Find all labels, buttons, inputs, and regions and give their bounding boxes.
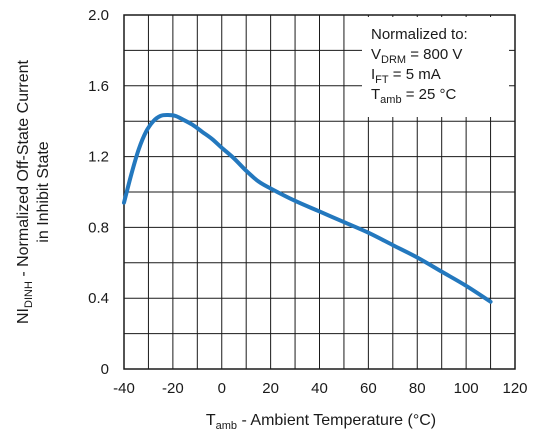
x-tick-label: 120 xyxy=(502,380,527,397)
x-tick-label: 40 xyxy=(311,380,328,397)
y-tick-label: 1.2 xyxy=(88,149,109,166)
y-axis-label-line-1: NIDINH - Normalized Off-State Current xyxy=(15,59,35,324)
x-tick-label: 100 xyxy=(454,380,479,397)
y-tick-label: 1.6 xyxy=(88,78,109,95)
y-tick-label: 0 xyxy=(101,361,109,378)
x-tick-label: 20 xyxy=(262,380,279,397)
annotation-box xyxy=(362,17,509,117)
y-tick-label: 0.4 xyxy=(88,290,109,307)
annotation-line-3: IFT = 5 mA xyxy=(371,66,441,86)
annotation-line-4: Tamb = 25 °C xyxy=(371,86,457,106)
x-axis-label: Tamb - Ambient Temperature (°C) xyxy=(206,412,436,432)
series-lines xyxy=(122,112,493,304)
annotation-line-1: Normalized to: xyxy=(371,26,468,43)
x-tick-labels: -40 -20 0 20 40 60 80 100 120 xyxy=(113,380,527,397)
y-tick-label: 0.8 xyxy=(88,219,109,236)
annotation-line-2: VDRM = 800 V xyxy=(371,46,462,66)
plot-frame xyxy=(123,14,516,370)
x-tick-label: -40 xyxy=(113,380,135,397)
x-tick-label: 0 xyxy=(218,380,226,397)
y-tick-label: 2.0 xyxy=(88,7,109,24)
y-tick-labels: 0 0.4 0.8 1.2 1.6 2.0 xyxy=(88,7,109,378)
x-tick-label: 80 xyxy=(409,380,426,397)
series-line-0 xyxy=(122,112,493,304)
x-tick-label: 60 xyxy=(360,380,377,397)
y-axis-label-line-2: in Inhibit State xyxy=(35,141,52,243)
x-tick-label: -20 xyxy=(162,380,184,397)
annotation: Normalized to: VDRM = 800 V IFT = 5 mA T… xyxy=(362,17,509,117)
